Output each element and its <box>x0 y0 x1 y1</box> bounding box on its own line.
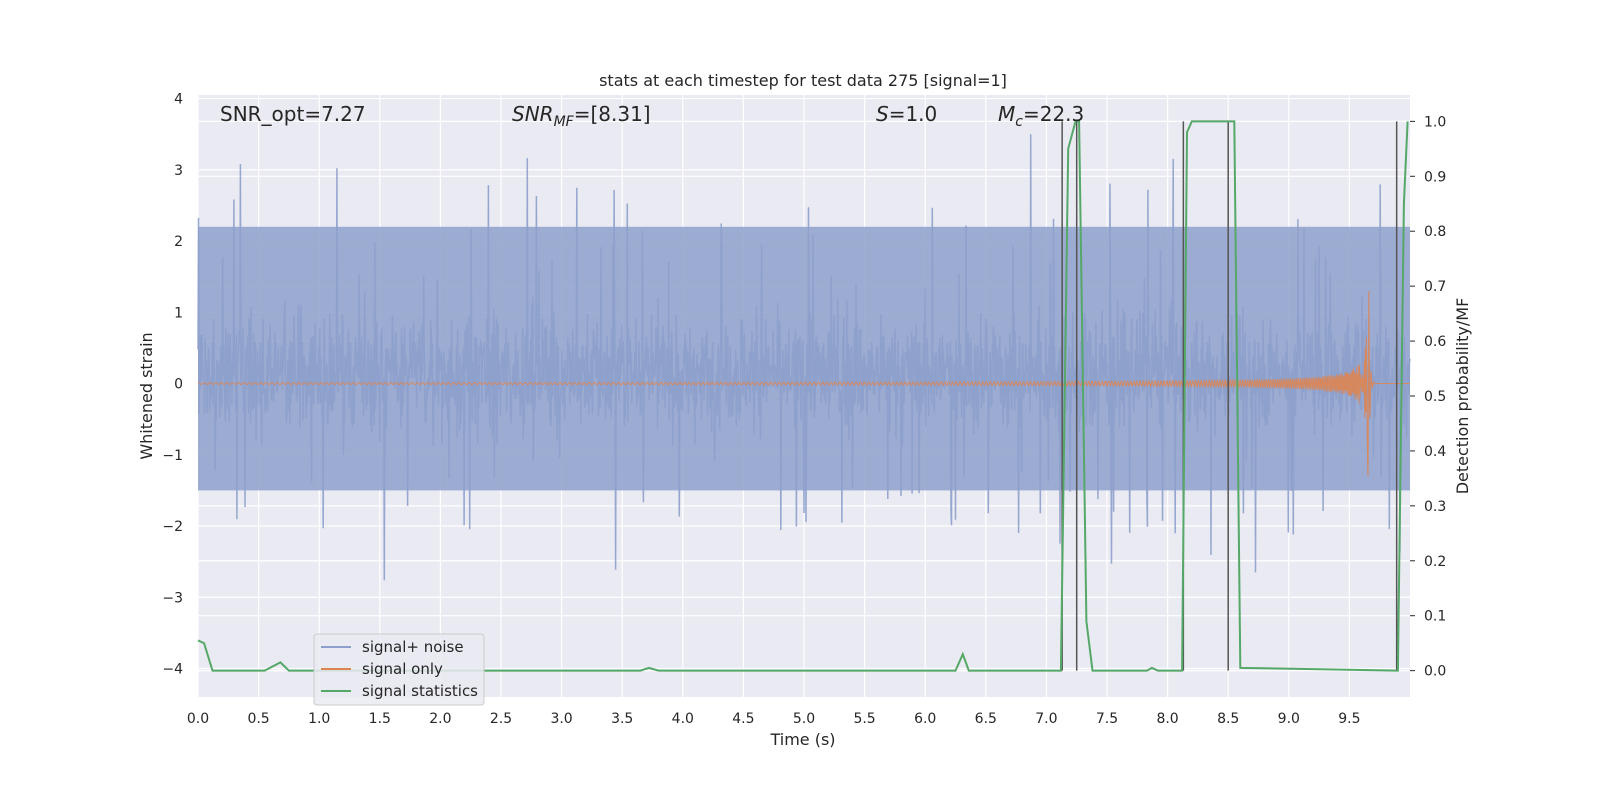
right-tick-label: 0.4 <box>1424 444 1446 460</box>
right-tick-label: 0.0 <box>1424 664 1446 680</box>
x-tick-label: 0.5 <box>247 711 269 727</box>
annotation-mc-symbol: M <box>998 102 1015 126</box>
x-tick-label: 0.0 <box>187 711 209 727</box>
chart-title: stats at each timestep for test data 275… <box>599 71 1007 90</box>
legend: signal+ noise signal only signal statist… <box>313 633 485 706</box>
legend-label-signal-plus-noise: signal+ noise <box>362 638 464 656</box>
series-signal-only <box>197 290 1410 477</box>
right-tick-label: 0.1 <box>1424 609 1446 625</box>
x-tick-label: 3.5 <box>611 711 633 727</box>
x-tick-label: 4.0 <box>672 711 694 727</box>
right-axis-ticks: 1.0 0.9 0.8 0.7 0.6 0.5 0.4 0.3 0.2 0.1 0.0 <box>1410 114 1446 680</box>
x-tick-label: 2.0 <box>429 711 451 727</box>
x-tick-label: 6.0 <box>914 711 936 727</box>
annotation-snr-mf-symbol: SNR <box>512 102 554 126</box>
series-signal-statistics <box>197 120 1409 672</box>
right-axis-label: Detection probability/MF <box>1453 298 1472 495</box>
y-axis-label: Whitened strain <box>137 332 156 459</box>
annotation-mc: Mc=22.3 <box>998 102 1084 130</box>
x-axis-ticks: 0.0 0.5 1.0 1.5 2.0 2.5 3.0 3.5 4.0 4.5 5.0 5.5 6.0 6… <box>187 711 1361 727</box>
right-tick-label: 0.8 <box>1424 224 1446 240</box>
annotation-s-symbol: S <box>876 102 889 126</box>
y-tick-label: −1 <box>162 448 183 464</box>
signal-plus-noise-dense-band <box>198 226 1410 491</box>
x-tick-label: 9.5 <box>1338 711 1360 727</box>
x-tick-label: 3.0 <box>550 711 572 727</box>
x-tick-label: 7.5 <box>1096 711 1118 727</box>
right-tick-label: 0.3 <box>1424 499 1446 515</box>
threshold-lines <box>1061 121 1398 671</box>
x-axis-label: Time (s) <box>769 730 835 749</box>
signal-only-line <box>197 290 1410 477</box>
legend-box <box>313 633 485 706</box>
right-tick-label: 1.0 <box>1424 114 1446 130</box>
right-tick-label: 0.5 <box>1424 389 1446 405</box>
x-tick-label: 1.0 <box>308 711 330 727</box>
annotation-mc-value: =22.3 <box>1023 102 1084 126</box>
x-tick-label: 4.5 <box>732 711 754 727</box>
y-tick-label: 0 <box>174 377 183 393</box>
x-tick-label: 5.0 <box>793 711 815 727</box>
right-tick-label: 0.7 <box>1424 279 1446 295</box>
annotation-snr-mf-value: =[8.31] <box>574 102 651 126</box>
x-tick-label: 1.5 <box>369 711 391 727</box>
x-tick-label: 8.5 <box>1217 711 1239 727</box>
annotation-mc-subscript: c <box>1015 114 1023 130</box>
y-tick-label: −2 <box>162 519 183 535</box>
y-tick-label: −3 <box>162 590 183 606</box>
right-tick-label: 0.9 <box>1424 169 1446 185</box>
x-tick-label: 8.0 <box>1156 711 1178 727</box>
x-tick-label: 5.5 <box>853 711 875 727</box>
annotation-snr-mf: SNRMF=[8.31] <box>512 102 651 130</box>
y-tick-label: 1 <box>174 305 183 321</box>
right-tick-label: 0.2 <box>1424 554 1446 570</box>
x-tick-label: 6.5 <box>975 711 997 727</box>
annotation-s-value: =1.0 <box>889 102 938 126</box>
y-axis-ticks: 4 3 2 1 0 −1 −2 −3 −4 <box>162 92 183 678</box>
signal-statistics-line <box>197 120 1409 672</box>
legend-label-signal-statistics: signal statistics <box>362 682 478 700</box>
y-tick-label: 4 <box>174 92 183 108</box>
y-tick-label: −4 <box>162 662 183 678</box>
y-tick-label: 2 <box>174 234 183 250</box>
x-tick-label: 2.5 <box>490 711 512 727</box>
annotation-snr-mf-subscript: MF <box>554 114 575 130</box>
right-tick-label: 0.6 <box>1424 334 1446 350</box>
x-tick-label: 9.0 <box>1278 711 1300 727</box>
series-signal-plus-noise <box>197 134 1411 581</box>
legend-label-signal-only: signal only <box>362 660 443 678</box>
annotation-snr-opt: SNR_opt=7.27 <box>220 102 366 126</box>
y-tick-label: 3 <box>174 163 183 179</box>
annotation-s: S=1.0 <box>876 102 937 126</box>
x-tick-label: 7.0 <box>1035 711 1057 727</box>
